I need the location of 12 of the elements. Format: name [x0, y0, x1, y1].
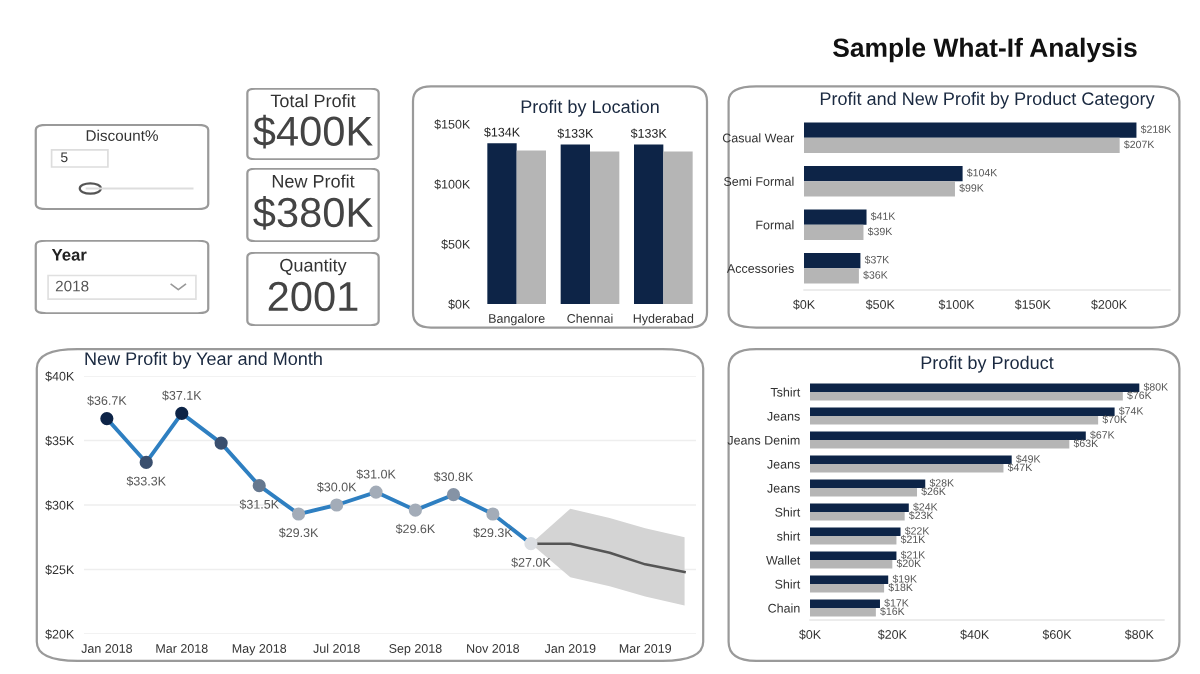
text: Year: [51, 249, 87, 261]
text: New Profit: [272, 174, 355, 188]
text: Total Profit: [270, 93, 356, 108]
chart-title: Profit by Location: [521, 99, 659, 117]
text: Quantity: [280, 258, 347, 276]
text: Sample What-If Analysis: [833, 37, 1137, 63]
chart-title: New Profit by Year and Month: [85, 351, 322, 369]
text: 2001: [268, 281, 358, 312]
chart-title: Profit by Product: [921, 355, 1054, 373]
text: $400K: [253, 114, 373, 149]
chart-title: Profit and New Profit by Product Category: [820, 91, 1155, 109]
text: $380K: [253, 196, 373, 230]
